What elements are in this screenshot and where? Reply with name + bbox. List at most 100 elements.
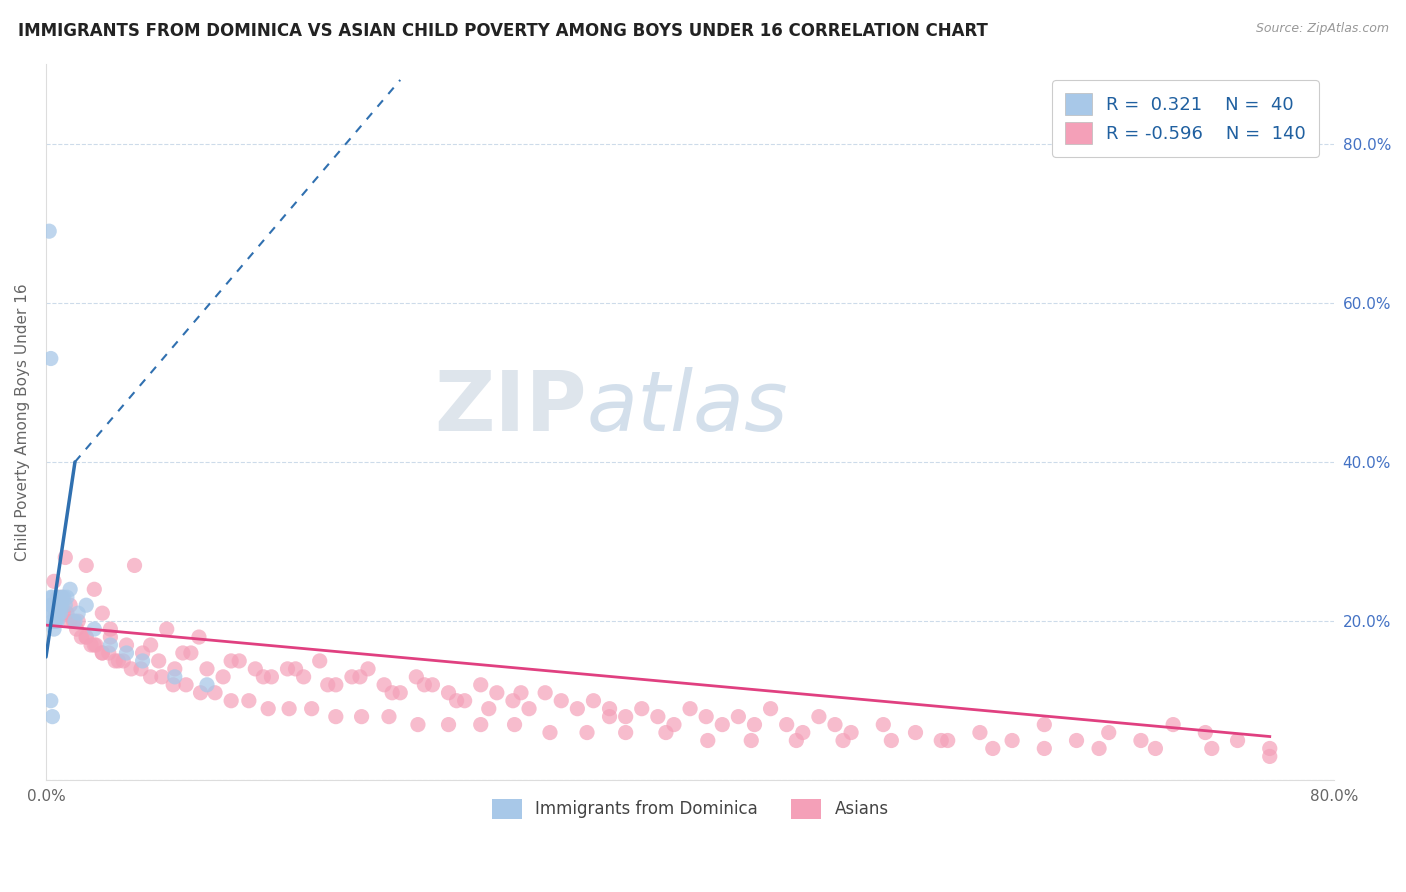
Point xyxy=(120,662,142,676)
Point xyxy=(740,733,762,747)
Point xyxy=(316,678,339,692)
Point xyxy=(124,558,146,573)
Point xyxy=(1033,717,1056,731)
Point xyxy=(1129,733,1152,747)
Point xyxy=(413,678,436,692)
Point xyxy=(453,694,475,708)
Point xyxy=(1258,749,1281,764)
Point xyxy=(502,694,524,708)
Point xyxy=(190,686,212,700)
Point xyxy=(276,662,298,676)
Point xyxy=(46,606,69,620)
Y-axis label: Child Poverty Among Boys Under 16: Child Poverty Among Boys Under 16 xyxy=(15,284,30,561)
Point xyxy=(83,638,105,652)
Point xyxy=(49,606,72,620)
Point xyxy=(83,622,105,636)
Point xyxy=(969,725,991,739)
Point xyxy=(437,686,460,700)
Point xyxy=(52,606,75,620)
Point xyxy=(1001,733,1024,747)
Point xyxy=(150,670,173,684)
Point xyxy=(163,670,186,684)
Point xyxy=(51,591,73,605)
Point xyxy=(695,709,717,723)
Point xyxy=(180,646,202,660)
Point xyxy=(567,701,589,715)
Point xyxy=(39,598,62,612)
Point xyxy=(308,654,330,668)
Point xyxy=(115,646,138,660)
Point xyxy=(84,638,107,652)
Point xyxy=(51,598,73,612)
Point xyxy=(131,646,153,660)
Point xyxy=(981,741,1004,756)
Point xyxy=(42,606,65,620)
Point xyxy=(349,670,371,684)
Point xyxy=(252,670,274,684)
Point xyxy=(39,351,62,366)
Point xyxy=(880,733,903,747)
Point xyxy=(39,694,62,708)
Point xyxy=(792,725,814,739)
Point xyxy=(350,709,373,723)
Point xyxy=(785,733,807,747)
Point xyxy=(48,598,70,612)
Point xyxy=(162,678,184,692)
Point xyxy=(49,598,72,612)
Point xyxy=(172,646,194,660)
Point xyxy=(1161,717,1184,731)
Point xyxy=(538,725,561,739)
Point xyxy=(1066,733,1088,747)
Point xyxy=(373,678,395,692)
Point xyxy=(67,614,90,628)
Point xyxy=(228,654,250,668)
Point xyxy=(62,614,84,628)
Point xyxy=(41,606,63,620)
Point xyxy=(41,598,63,612)
Point xyxy=(41,614,63,628)
Point xyxy=(100,638,122,652)
Point xyxy=(41,709,63,723)
Point xyxy=(807,709,830,723)
Text: ZIP: ZIP xyxy=(434,368,588,449)
Point xyxy=(470,717,492,731)
Point xyxy=(1194,725,1216,739)
Text: Source: ZipAtlas.com: Source: ZipAtlas.com xyxy=(1256,22,1389,36)
Point xyxy=(156,622,179,636)
Point xyxy=(115,638,138,652)
Point xyxy=(470,678,492,692)
Text: IMMIGRANTS FROM DOMINICA VS ASIAN CHILD POVERTY AMONG BOYS UNDER 16 CORRELATION : IMMIGRANTS FROM DOMINICA VS ASIAN CHILD … xyxy=(18,22,988,40)
Point xyxy=(679,701,702,715)
Point xyxy=(696,733,718,747)
Point xyxy=(257,701,280,715)
Point xyxy=(100,622,122,636)
Point xyxy=(378,709,401,723)
Point xyxy=(45,614,67,628)
Text: atlas: atlas xyxy=(588,368,789,449)
Point xyxy=(195,662,218,676)
Point xyxy=(1144,741,1167,756)
Point xyxy=(599,709,621,723)
Point xyxy=(91,646,114,660)
Point xyxy=(59,614,82,628)
Point xyxy=(107,654,129,668)
Point xyxy=(39,591,62,605)
Point xyxy=(406,717,429,731)
Point xyxy=(59,582,82,597)
Point xyxy=(219,694,242,708)
Point xyxy=(292,670,315,684)
Point xyxy=(824,717,846,731)
Point xyxy=(42,622,65,636)
Point xyxy=(1226,733,1249,747)
Point xyxy=(41,591,63,605)
Point xyxy=(53,550,76,565)
Point xyxy=(422,678,444,692)
Point xyxy=(174,678,197,692)
Point xyxy=(245,662,267,676)
Point xyxy=(42,574,65,589)
Point xyxy=(42,598,65,612)
Point xyxy=(219,654,242,668)
Point xyxy=(599,701,621,715)
Point xyxy=(97,646,120,660)
Point xyxy=(45,614,67,628)
